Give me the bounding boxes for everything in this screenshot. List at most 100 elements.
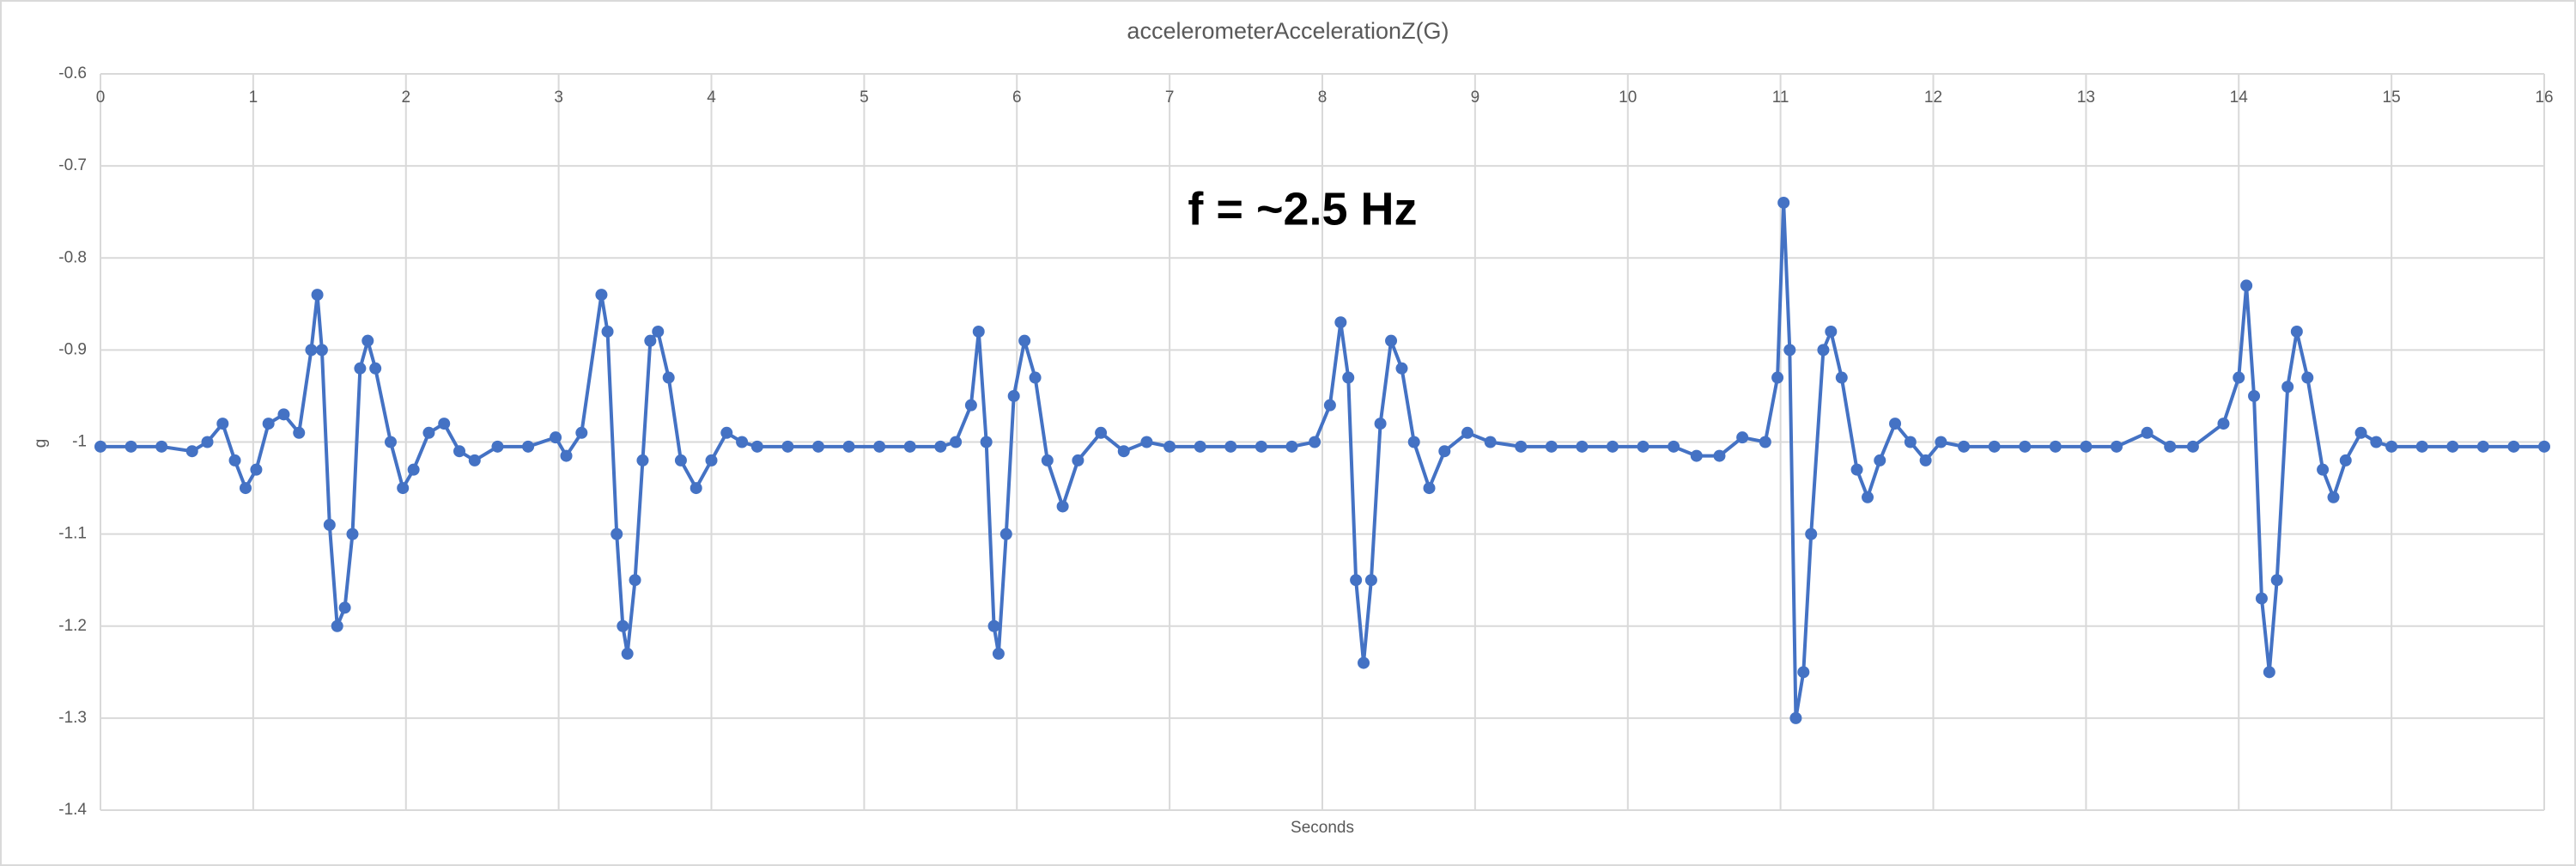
data-point — [1850, 463, 1863, 476]
x-tick-label: 4 — [707, 88, 716, 107]
x-tick-label: 15 — [2383, 88, 2401, 107]
y-tick-label: -1.4 — [58, 801, 87, 819]
data-point — [250, 463, 263, 476]
data-point — [1935, 436, 1947, 448]
data-point — [438, 418, 451, 430]
data-point — [125, 440, 137, 453]
data-point — [1771, 371, 1784, 384]
data-point — [1358, 656, 1370, 669]
data-point — [338, 601, 351, 614]
data-point — [617, 619, 629, 632]
data-point — [2270, 574, 2283, 587]
data-point — [1334, 316, 1347, 329]
data-point — [1862, 491, 1874, 503]
data-point — [560, 449, 573, 462]
data-point — [1713, 449, 1726, 462]
data-point — [2415, 440, 2428, 453]
data-point — [1958, 440, 1971, 453]
data-point — [1797, 666, 1810, 679]
data-point — [950, 436, 963, 448]
data-point — [201, 436, 214, 448]
data-point — [662, 371, 675, 384]
data-point — [2507, 440, 2520, 453]
data-point — [239, 482, 252, 495]
data-point — [720, 426, 733, 439]
data-point — [550, 431, 562, 444]
data-point — [397, 482, 410, 495]
data-point — [873, 440, 886, 453]
data-point — [636, 454, 649, 467]
data-point — [422, 426, 435, 439]
data-point — [2019, 440, 2032, 453]
data-point — [1668, 440, 1680, 453]
x-tick-label: 12 — [1924, 88, 1942, 107]
data-point — [999, 528, 1012, 540]
data-point — [2385, 440, 2398, 453]
x-axis-title: Seconds — [1291, 819, 1354, 837]
data-point — [1783, 344, 1796, 357]
data-point — [2248, 389, 2261, 402]
data-point — [311, 289, 324, 302]
data-point — [1285, 440, 1298, 453]
data-point — [1072, 454, 1084, 467]
data-point — [1904, 436, 1917, 448]
chart-title: accelerometerAccelerationZ(G) — [1127, 18, 1449, 44]
data-point — [228, 454, 241, 467]
data-point — [1461, 426, 1473, 439]
data-point — [2354, 426, 2367, 439]
x-tick-label: 0 — [96, 88, 106, 107]
data-point — [1395, 362, 1408, 375]
data-point — [1374, 418, 1387, 430]
data-point — [384, 436, 397, 448]
x-tick-label: 10 — [1619, 88, 1637, 107]
data-point — [1576, 440, 1589, 453]
data-point — [736, 436, 749, 448]
data-point — [644, 334, 657, 347]
data-point — [2538, 440, 2550, 453]
data-point — [1140, 436, 1153, 448]
data-point — [1350, 574, 1363, 587]
data-point — [2255, 592, 2268, 605]
data-point — [980, 436, 993, 448]
data-point — [1438, 445, 1451, 458]
y-axis-title: g — [32, 439, 50, 448]
data-point — [2446, 440, 2459, 453]
annotation: f = ~2.5 Hz — [1188, 183, 1417, 235]
data-point — [1988, 440, 2001, 453]
data-point — [2110, 440, 2123, 453]
data-point — [1919, 454, 1932, 467]
data-point — [934, 440, 947, 453]
x-tick-label: 5 — [860, 88, 869, 107]
data-point — [1364, 574, 1377, 587]
data-point — [601, 325, 614, 338]
data-point — [293, 426, 306, 439]
data-point — [1029, 371, 1042, 384]
data-point — [2281, 381, 2294, 393]
data-point — [2240, 279, 2253, 292]
data-point — [812, 440, 825, 453]
data-point — [361, 334, 374, 347]
data-point — [453, 445, 466, 458]
data-point — [674, 454, 687, 467]
data-point — [277, 408, 290, 421]
x-tick-label: 7 — [1165, 88, 1175, 107]
data-point — [842, 440, 855, 453]
data-point — [621, 647, 634, 660]
data-line — [100, 202, 2544, 719]
data-point — [2301, 371, 2314, 384]
x-tick-label: 2 — [401, 88, 410, 107]
y-tick-label: -1.3 — [58, 709, 87, 727]
x-tick-label: 1 — [249, 88, 258, 107]
data-point — [964, 399, 977, 412]
y-tick-label: -1.1 — [58, 525, 87, 543]
data-point — [987, 619, 1000, 632]
data-point — [1835, 371, 1848, 384]
data-point — [1759, 436, 1771, 448]
data-point — [1736, 431, 1749, 444]
data-point — [315, 344, 328, 357]
data-point — [331, 619, 343, 632]
data-point — [1407, 436, 1420, 448]
data-point — [155, 440, 168, 453]
data-point — [1545, 440, 1558, 453]
